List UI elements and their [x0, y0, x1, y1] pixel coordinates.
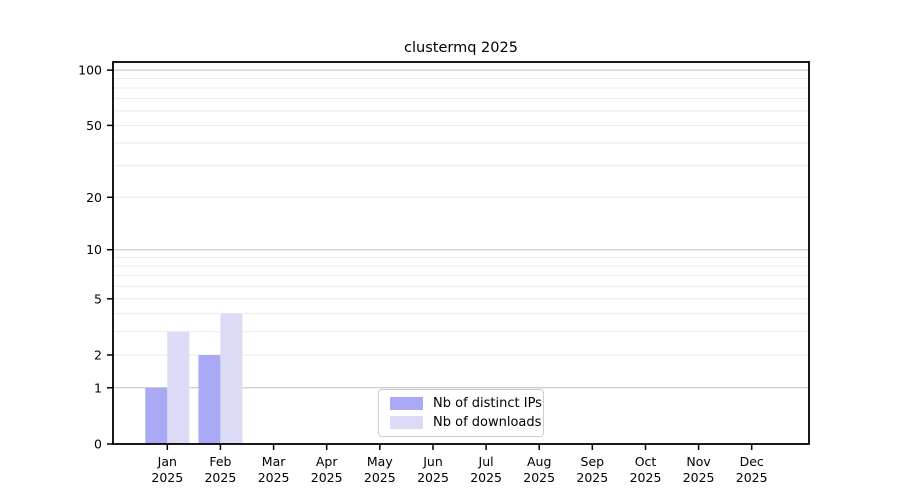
- x-tick-label-month: Aug: [527, 454, 551, 469]
- x-tick-label-month: May: [367, 454, 393, 469]
- x-tick-label-month: Oct: [635, 454, 657, 469]
- legend-swatch-downloads: [390, 416, 423, 429]
- x-tick-label-month: Sep: [581, 454, 605, 469]
- x-tick-label-month: Feb: [209, 454, 231, 469]
- bars-series-0: [145, 355, 221, 444]
- x-tick-label-month: Mar: [262, 454, 286, 469]
- x-tick-label-month: Dec: [740, 454, 764, 469]
- gridlines-major: [113, 69, 809, 389]
- legend-entry-distinct-ips: Nb of distinct IPs: [387, 396, 542, 411]
- legend-box: Nb of distinct IPs Nb of downloads: [378, 389, 544, 437]
- y-tick-label: 5: [94, 291, 102, 306]
- y-tick-label: 100: [78, 63, 102, 78]
- bar-nb-of-downloads-Jan: [167, 331, 190, 444]
- x-tick-label-month: Jan: [157, 454, 177, 469]
- x-tick-label-year: 2025: [417, 470, 449, 485]
- x-tick-label-year: 2025: [151, 470, 183, 485]
- x-tick-label-month: Jul: [478, 454, 494, 469]
- x-tick-label-year: 2025: [470, 470, 502, 485]
- x-tick-label-year: 2025: [311, 470, 343, 485]
- y-tick-label: 20: [86, 190, 102, 205]
- y-tick-label: 1: [94, 380, 102, 395]
- bars-series-1: [167, 313, 243, 444]
- gridlines-minor: [113, 78, 809, 356]
- y-tick-label: 0: [94, 437, 102, 452]
- x-tick-label-year: 2025: [630, 470, 662, 485]
- bar-nb-of-distinct-ips-Feb: [198, 355, 221, 444]
- x-axis-ticks: Jan2025Feb2025Mar2025Apr2025May2025Jun20…: [151, 444, 768, 485]
- x-tick-label-month: Jun: [422, 454, 443, 469]
- bar-nb-of-distinct-ips-Jan: [145, 387, 168, 444]
- x-tick-label-month: Apr: [316, 454, 338, 469]
- chart-title: clustermq 2025: [404, 40, 518, 56]
- legend-label-distinct-ips: Nb of distinct IPs: [433, 396, 542, 411]
- bar-nb-of-downloads-Feb: [220, 313, 243, 444]
- y-tick-label: 50: [86, 118, 102, 133]
- plot-border: [112, 61, 810, 445]
- x-tick-label-year: 2025: [523, 470, 555, 485]
- legend-swatch-distinct-ips: [390, 397, 423, 410]
- y-tick-label: 10: [86, 242, 102, 257]
- x-tick-label-month: Nov: [686, 454, 711, 469]
- legend-label-downloads: Nb of downloads: [433, 415, 542, 430]
- x-tick-label-year: 2025: [736, 470, 768, 485]
- y-tick-label: 2: [94, 348, 102, 363]
- legend-entry-downloads: Nb of downloads: [387, 415, 541, 430]
- x-tick-label-year: 2025: [364, 470, 396, 485]
- y-axis-ticks: 0 1 2 5 10 20 50 100: [78, 63, 113, 452]
- x-tick-label-year: 2025: [683, 470, 715, 485]
- x-tick-label-year: 2025: [576, 470, 608, 485]
- x-tick-label-year: 2025: [204, 470, 236, 485]
- x-tick-label-year: 2025: [258, 470, 290, 485]
